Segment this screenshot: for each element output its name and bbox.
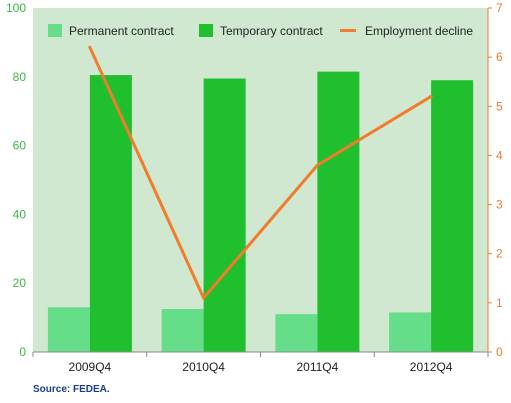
bar-temporary-contract-2009q4 <box>89 75 132 352</box>
legend-label-employment-decline: Employment decline <box>365 24 473 38</box>
bar-permanent-contract-2012q4 <box>389 312 432 352</box>
point-employment-decline-2009q4 <box>88 45 92 49</box>
y-right-tick-label: 1 <box>496 296 503 310</box>
point-employment-decline-2012q4 <box>429 94 433 98</box>
y-right-tick-label: 4 <box>496 148 503 162</box>
y-right-tick-label: 6 <box>496 50 503 64</box>
bar-permanent-contract-2009q4 <box>47 307 90 352</box>
legend-swatch-temporary-contract <box>199 24 213 37</box>
bar-temporary-contract-2012q4 <box>431 80 474 353</box>
point-employment-decline-2011q4 <box>315 163 319 167</box>
y-left-tick-label: 60 <box>13 139 27 153</box>
bar-permanent-contract-2011q4 <box>275 314 318 352</box>
x-tick-label: 2011Q4 <box>296 360 338 374</box>
x-tick-label: 2010Q4 <box>182 360 225 374</box>
line-employment-decline <box>88 45 433 300</box>
legend-label-temporary-contract: Temporary contract <box>220 24 323 38</box>
y-right-tick-label: 5 <box>496 99 503 113</box>
bar-temporary-contract-2011q4 <box>317 71 360 352</box>
y-left-tick-label: 40 <box>13 207 27 221</box>
x-tick-label: 2012Q4 <box>410 360 453 374</box>
bar-permanent-contract-2010q4 <box>161 309 204 352</box>
bar-temporary-contract-2010q4 <box>203 78 246 353</box>
y-right-tick-label: 2 <box>496 247 503 261</box>
y-left-tick-label: 0 <box>19 345 26 359</box>
y-right-tick-label: 0 <box>496 345 503 359</box>
legend-swatch-permanent-contract <box>48 24 62 37</box>
source-note: Source: FEDEA. <box>33 384 110 395</box>
point-employment-decline-2010q4 <box>202 296 206 300</box>
y-left-tick-label: 20 <box>13 276 27 290</box>
x-tick-label: 2009Q4 <box>69 360 112 374</box>
y-right-tick-label: 7 <box>496 1 503 15</box>
y-right-tick-label: 3 <box>496 198 503 212</box>
y-left-tick-label: 100 <box>6 1 26 15</box>
legend-label-permanent-contract: Permanent contract <box>69 24 174 38</box>
y-left-tick-label: 80 <box>13 70 27 84</box>
